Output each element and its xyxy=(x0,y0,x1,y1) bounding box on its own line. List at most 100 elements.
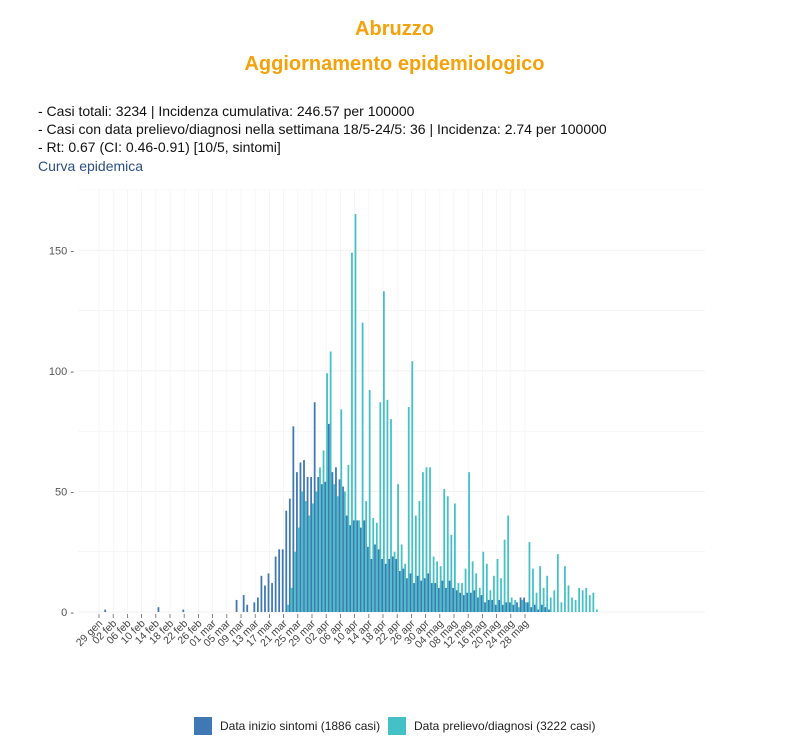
bar-onset xyxy=(235,599,238,612)
bar-onset xyxy=(395,558,398,612)
bar-diagnosis xyxy=(361,322,364,612)
bar-onset xyxy=(271,583,273,612)
bar-onset xyxy=(523,597,525,612)
bar-onset xyxy=(441,580,444,612)
bar-onset xyxy=(466,592,469,612)
bar-diagnosis xyxy=(503,539,506,612)
bar-diagnosis xyxy=(571,597,573,612)
bar-diagnosis xyxy=(585,587,588,612)
bar-onset xyxy=(292,426,295,612)
bar-onset xyxy=(299,462,302,612)
bar-diagnosis xyxy=(287,604,289,612)
bar-diagnosis xyxy=(532,568,534,612)
bar-diagnosis xyxy=(450,534,453,612)
bar-diagnosis xyxy=(578,587,581,612)
bar-diagnosis xyxy=(390,419,392,612)
bar-diagnosis xyxy=(525,602,527,612)
bar-onset xyxy=(281,549,284,612)
bar-onset xyxy=(420,580,423,612)
bar-onset xyxy=(430,583,433,612)
bar-onset xyxy=(260,575,263,612)
bar-diagnosis xyxy=(549,597,552,612)
bar-onset xyxy=(501,604,504,612)
bar-onset xyxy=(256,597,259,612)
bar-onset xyxy=(306,476,309,612)
bar-diagnosis xyxy=(432,556,435,612)
bar-onset xyxy=(406,578,408,612)
bar-diagnosis xyxy=(493,575,495,612)
bar-onset xyxy=(296,472,298,612)
bar-diagnosis xyxy=(340,409,343,612)
bar-diagnosis xyxy=(397,484,399,612)
bar-onset xyxy=(494,604,497,612)
bar-diagnosis xyxy=(404,563,407,612)
bar-diagnosis xyxy=(507,515,510,612)
chart-legend: Data inizio sintomi (1886 casi) Data pre… xyxy=(0,714,789,738)
bar-onset xyxy=(320,484,323,612)
bar-onset xyxy=(253,602,256,612)
bar-diagnosis xyxy=(425,467,428,612)
bar-diagnosis xyxy=(301,491,304,612)
bar-diagnosis xyxy=(546,575,549,612)
bar-onset xyxy=(327,423,330,612)
bar-diagnosis xyxy=(517,607,520,612)
bar-diagnosis xyxy=(489,590,492,612)
bar-diagnosis xyxy=(485,563,488,612)
bar-diagnosis xyxy=(379,402,382,612)
bar-onset xyxy=(544,607,547,612)
bar-diagnosis xyxy=(514,599,517,612)
bar-diagnosis xyxy=(461,583,463,612)
bar-onset xyxy=(519,597,522,612)
bar-onset xyxy=(398,571,401,612)
bar-onset xyxy=(434,583,437,612)
bar-diagnosis xyxy=(496,558,499,612)
bar-onset xyxy=(423,578,426,612)
bar-onset xyxy=(469,592,472,612)
bar-diagnosis xyxy=(446,496,449,612)
bar-diagnosis xyxy=(393,551,396,612)
bar-diagnosis xyxy=(560,602,563,612)
y-tick-label: 50 - xyxy=(55,486,74,498)
bar-onset xyxy=(459,592,462,612)
bar-onset xyxy=(342,486,344,612)
legend-item-onset: Data inizio sintomi (1886 casi) xyxy=(194,714,380,738)
bar-diagnosis xyxy=(414,515,417,612)
bar-onset xyxy=(367,546,369,612)
bar-diagnosis xyxy=(510,597,513,612)
bar-onset xyxy=(416,575,419,612)
bar-diagnosis xyxy=(365,501,368,612)
page-title: Abruzzo xyxy=(355,18,434,40)
bar-diagnosis xyxy=(351,252,353,612)
bar-onset xyxy=(331,472,334,612)
bar-diagnosis xyxy=(454,503,456,612)
bar-onset xyxy=(526,602,529,612)
bar-onset xyxy=(157,607,160,612)
bar-onset xyxy=(427,573,430,612)
bar-diagnosis xyxy=(528,542,531,612)
bar-diagnosis xyxy=(329,351,332,612)
bar-diagnosis xyxy=(386,399,389,612)
legend-item-diagnosis: Data prelievo/diagnosi (3222 casi) xyxy=(388,714,595,738)
bar-diagnosis xyxy=(436,561,439,612)
bar-onset xyxy=(264,585,266,612)
bar-diagnosis xyxy=(539,566,541,612)
info-total-cases: - Casi totali: 3234 | Incidenza cumulati… xyxy=(38,103,415,119)
y-tick-label: 100 - xyxy=(49,366,74,378)
bar-diagnosis xyxy=(312,503,314,612)
bar-onset xyxy=(480,595,483,612)
bar-diagnosis xyxy=(464,568,467,612)
y-tick-label: 150 - xyxy=(49,245,74,257)
chart-caption: Curva epidemica xyxy=(38,158,144,174)
bar-onset xyxy=(498,599,501,612)
bar-diagnosis xyxy=(354,214,357,612)
bar-onset xyxy=(537,609,540,612)
bar-diagnosis xyxy=(326,373,328,612)
bar-onset xyxy=(356,520,359,612)
bar-onset xyxy=(516,602,518,612)
bar-diagnosis xyxy=(368,390,371,612)
bar-onset xyxy=(438,587,440,612)
bar-onset xyxy=(303,460,305,612)
bar-diagnosis xyxy=(319,467,321,612)
bar-onset xyxy=(345,515,348,612)
bar-diagnosis xyxy=(535,592,538,612)
